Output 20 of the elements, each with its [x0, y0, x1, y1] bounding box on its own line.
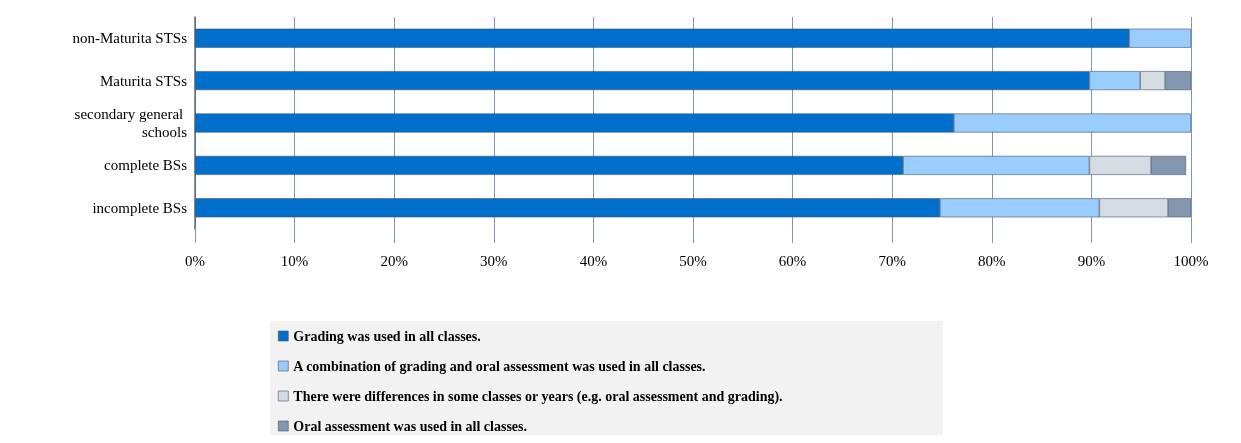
y-tick-label: secondary general schools — [74, 106, 188, 140]
x-tick-label: 30% — [480, 252, 508, 269]
legend-label: There were differences in some classes or years (e.g. oral assessment and grading). — [293, 388, 783, 405]
y-tick-label: incomplete BSs — [92, 199, 188, 216]
x-tick-label: 20% — [380, 252, 408, 269]
x-tick-label: 70% — [878, 252, 906, 269]
x-tick-label: 100% — [1173, 252, 1209, 269]
x-tick-label: 90% — [1077, 252, 1106, 269]
x-tick-label: 10% — [280, 252, 309, 269]
x-tick-label: 60% — [778, 252, 807, 269]
legend-label: Grading was used in all classes. — [293, 328, 481, 344]
legend-label: A combination of grading and oral assessment was used in all classes. — [293, 358, 706, 374]
legend-label: Oral assessment was used in all classes. — [293, 418, 528, 434]
x-tick-label: 80% — [978, 252, 1006, 269]
x-tick-label: 40% — [579, 252, 608, 269]
y-tick-label: complete BSs — [104, 157, 188, 174]
y-tick-label: Maturita STSs — [99, 72, 188, 89]
x-tick-label: 50% — [679, 252, 707, 269]
y-tick-label: non-Maturita STSs — [72, 30, 188, 47]
x-tick-label: 0% — [185, 252, 205, 269]
